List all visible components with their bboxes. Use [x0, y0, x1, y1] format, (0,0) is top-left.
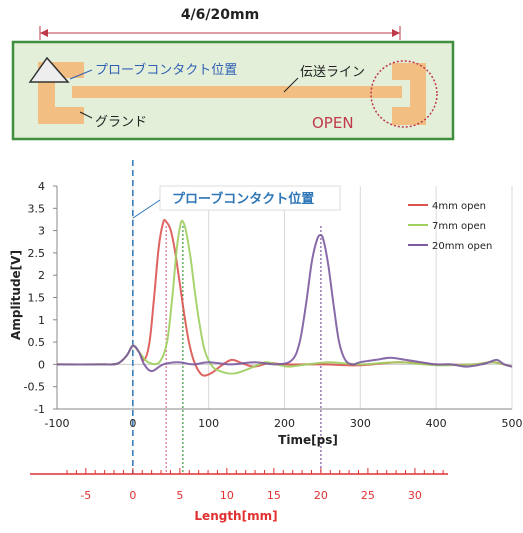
- board-diagram: 4/6/20mm プローブコンタクト位置 伝送ライン グランド OPEN: [11, 7, 455, 141]
- length-tick-label-2: 5: [176, 489, 183, 502]
- annotation-leader: [132, 199, 161, 219]
- y-tick-label-9: 3.5: [28, 202, 46, 215]
- series-line-2: [56, 233, 513, 373]
- length-tick-label-4: 15: [267, 489, 281, 502]
- x-axis-label: Time[ps]: [278, 433, 338, 447]
- y-tick-label-10: 4: [38, 180, 45, 193]
- probe-contact-label: プローブコンタクト位置: [95, 62, 237, 78]
- probe-annotation: プローブコンタクト位置: [132, 185, 341, 219]
- legend-label-0: 4mm open: [432, 201, 486, 212]
- probe-leader: [69, 69, 93, 80]
- legend-label-2: 20mm open: [432, 241, 492, 252]
- ground-label: グランド: [95, 115, 147, 130]
- open-end-circle: [370, 60, 438, 128]
- legend-label-1: 7mm open: [432, 221, 486, 232]
- chart-grid: [56, 186, 513, 409]
- ground-leader: [79, 111, 93, 119]
- probe-icon: [28, 56, 70, 83]
- x-tick-label-6: 500: [502, 417, 523, 430]
- y-tick-label-5: 1.5: [28, 292, 46, 305]
- y-axis-label: Amplitude[V]: [9, 250, 23, 340]
- length-tick-label-5: 20: [314, 489, 328, 502]
- length-tick-labels: -5 0 5 10 15 20 25 30: [80, 489, 422, 502]
- transmission-line: [72, 86, 402, 98]
- line-leader: [283, 77, 299, 93]
- length-tick-label-0: -5: [80, 489, 91, 502]
- x-tick-labels: -1000100200300400500: [45, 417, 523, 430]
- series-lines: [56, 218, 513, 377]
- length-tick-label-3: 10: [220, 489, 234, 502]
- y-tick-label-7: 2.5: [28, 247, 46, 260]
- annotation-text: プローブコンタクト位置: [172, 191, 314, 207]
- dimension-label: 4/6/20mm: [181, 7, 259, 23]
- length-axis: -5 0 5 10 15 20 25 30 Length[mm]: [30, 468, 448, 523]
- marker-lines: [132, 160, 322, 474]
- transmission-line-label: 伝送ライン: [300, 65, 365, 80]
- x-tick-label-2: 100: [198, 417, 219, 430]
- x-tick-label-0: -100: [45, 417, 70, 430]
- y-tick-label-1: -0.5: [24, 381, 45, 394]
- series-line-1: [56, 219, 513, 375]
- length-tick-marks: [66, 468, 444, 474]
- length-tick-label-1: 0: [129, 489, 136, 502]
- y-tick-label-2: 0: [38, 358, 45, 371]
- x-tick-label-3: 200: [274, 417, 295, 430]
- y-tick-label-6: 2: [38, 269, 45, 282]
- y-tick-label-0: -1: [34, 403, 45, 416]
- length-axis-label: Length[mm]: [194, 509, 277, 523]
- x-tick-label-5: 400: [426, 417, 447, 430]
- length-tick-label-6: 25: [361, 489, 375, 502]
- y-tick-label-4: 1: [38, 314, 45, 327]
- right-open-pad: [392, 63, 426, 125]
- y-tick-labels: -1 -0.5 0 0.5 1 1.5 2 2.5 3 3.5 4: [24, 180, 57, 416]
- y-tick-label-3: 0.5: [28, 336, 46, 349]
- length-tick-label-7: 30: [408, 489, 422, 502]
- chart: -1-0.500.511.522.533.54 -100010020030040…: [9, 160, 523, 474]
- dimension-arrow-left: [40, 29, 48, 37]
- x-tick-label-4: 300: [350, 417, 371, 430]
- open-label: OPEN: [312, 114, 354, 132]
- annotation-box: [159, 185, 341, 211]
- legend: 4mm open 7mm open 20mm open: [408, 201, 492, 252]
- dimension-arrow-right: [392, 29, 400, 37]
- y-tick-label-8: 3: [38, 225, 45, 238]
